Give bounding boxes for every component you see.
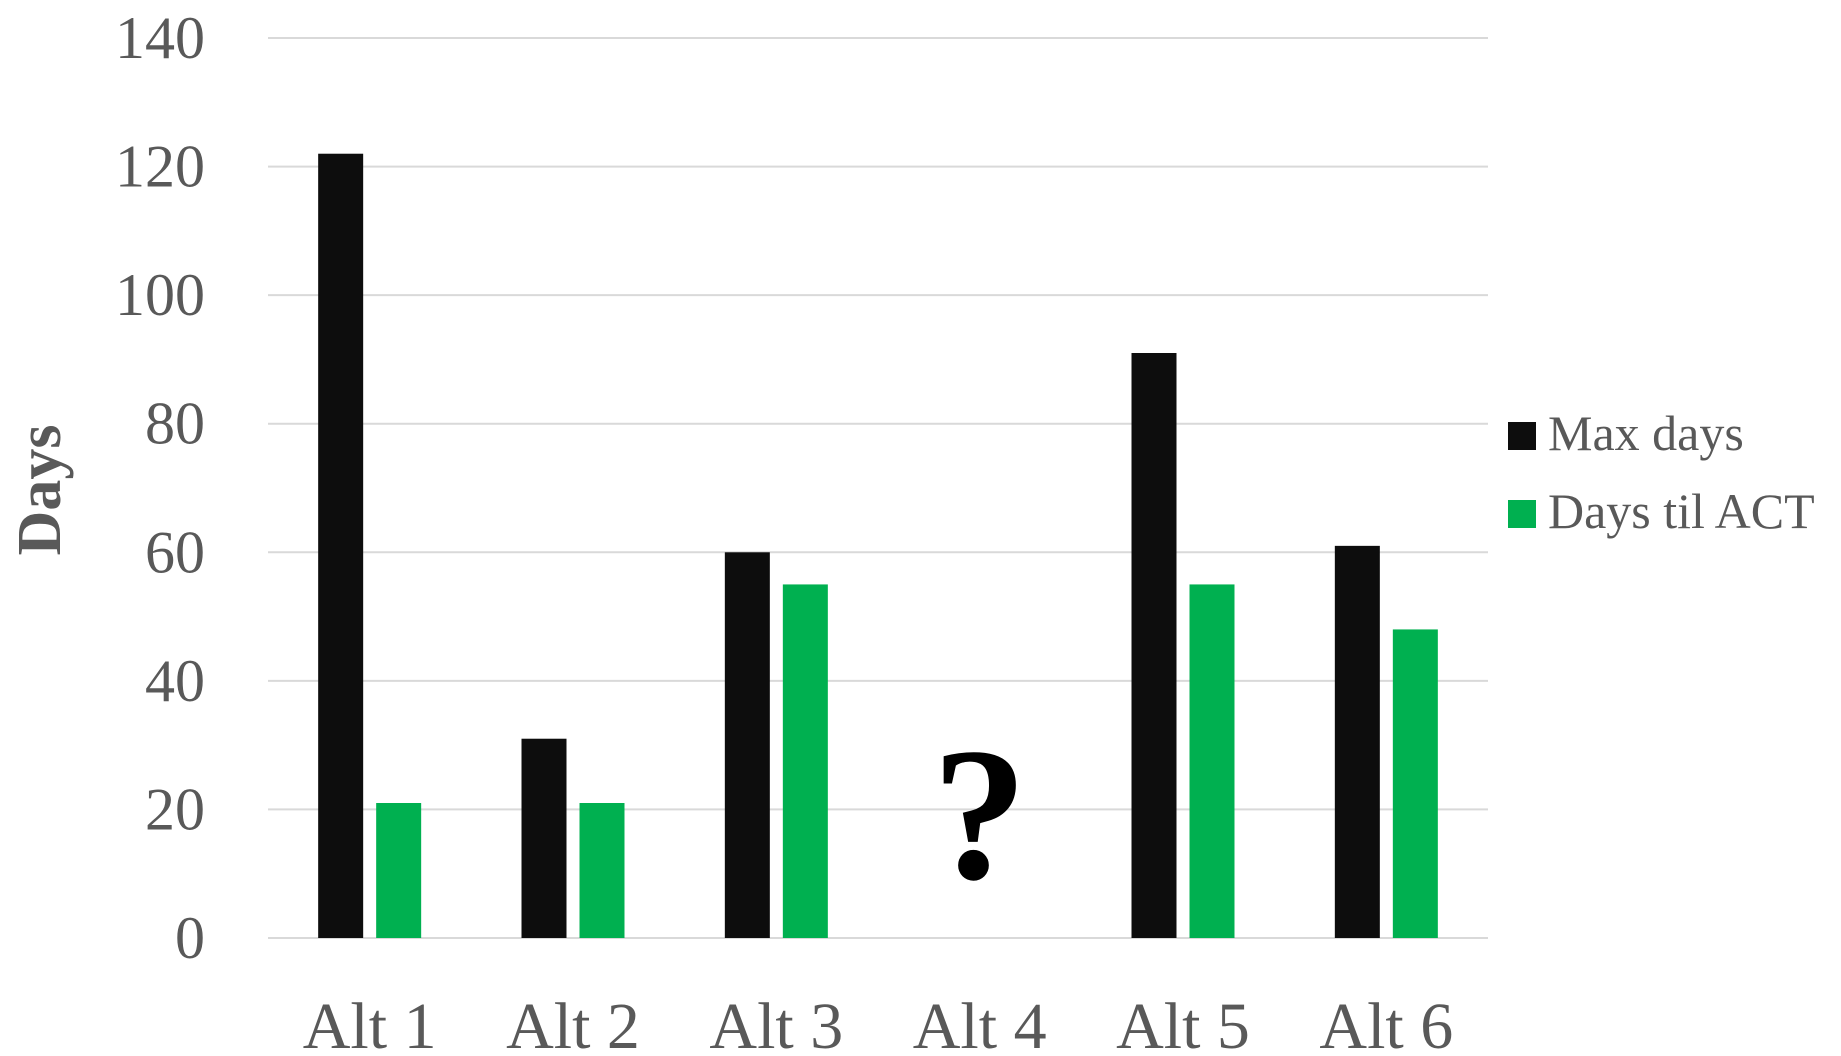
y-tick-label: 140 bbox=[115, 5, 205, 71]
y-tick-label: 0 bbox=[175, 905, 205, 971]
x-category-label: Alt 1 bbox=[303, 990, 437, 1051]
bar-days-til-act-alt-1 bbox=[376, 803, 422, 938]
bar-days-til-act-alt-2 bbox=[579, 803, 625, 938]
annotations: ? bbox=[932, 710, 1027, 920]
y-tick-label: 120 bbox=[115, 134, 205, 200]
y-tick-label: 60 bbox=[145, 519, 205, 585]
x-category-label: Alt 6 bbox=[1319, 990, 1453, 1051]
bar-days-til-act-alt-3 bbox=[782, 584, 828, 938]
bar-max-days-alt-6 bbox=[1334, 545, 1380, 938]
y-axis-title: Days bbox=[6, 425, 74, 556]
legend-swatch bbox=[1508, 422, 1536, 450]
x-category-label: Alt 2 bbox=[506, 990, 640, 1051]
bar-max-days-alt-5 bbox=[1131, 353, 1177, 938]
y-tick-label: 40 bbox=[145, 648, 205, 714]
x-category-labels: Alt 1 Alt 2 Alt 3 Alt 4 Alt 5 Alt 6 bbox=[303, 990, 1454, 1056]
legend-label: Days til ACT bbox=[1548, 483, 1815, 539]
y-tick-label: 20 bbox=[145, 776, 205, 842]
legend-swatch bbox=[1508, 500, 1536, 528]
y-tick-labels: 0 20 40 60 80 100 120 140 bbox=[115, 5, 205, 971]
annotation-question-mark: ? bbox=[932, 710, 1027, 920]
x-category-label: Alt 4 bbox=[913, 990, 1047, 1051]
x-category-label: Alt 3 bbox=[709, 990, 843, 1051]
bar-days-til-act-alt-5 bbox=[1189, 584, 1235, 938]
y-tick-label: 100 bbox=[115, 262, 205, 328]
legend: Max days Days til ACT bbox=[1508, 405, 1815, 539]
gridlines bbox=[268, 37, 1488, 939]
x-category-label: Alt 5 bbox=[1116, 990, 1250, 1051]
y-tick-label: 80 bbox=[145, 391, 205, 457]
bar-max-days-alt-1 bbox=[318, 153, 364, 938]
bar-max-days-alt-3 bbox=[724, 552, 770, 938]
bars bbox=[318, 153, 1438, 938]
bar-days-til-act-alt-6 bbox=[1392, 629, 1438, 938]
legend-label: Max days bbox=[1548, 405, 1744, 461]
bar-max-days-alt-2 bbox=[521, 738, 567, 938]
